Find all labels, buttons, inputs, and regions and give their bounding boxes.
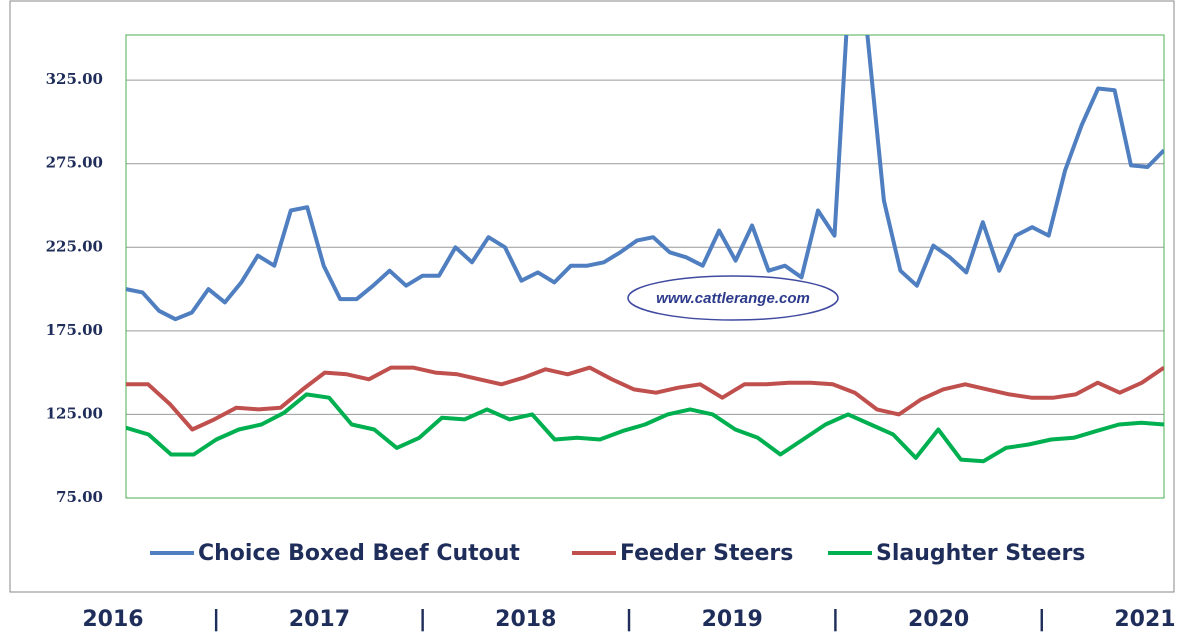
year-label: |	[1038, 607, 1046, 632]
year-label: 2020	[908, 607, 969, 632]
legend-label: Feeder Steers	[620, 541, 793, 566]
series-line	[126, 392, 1164, 464]
year-label: 2017	[289, 607, 350, 632]
year-label: |	[212, 607, 220, 632]
chart-frame	[9, 0, 1175, 593]
year-label: |	[831, 607, 839, 632]
y-tick-label: 225.00	[46, 237, 103, 255]
year-label: |	[419, 607, 427, 632]
year-label: |	[625, 607, 633, 632]
legend-label: Choice Boxed Beef Cutout	[198, 541, 520, 566]
watermark: www.cattlerange.com	[656, 290, 810, 307]
year-label: 2018	[495, 607, 556, 632]
year-label: 2021	[1114, 607, 1175, 632]
y-tick-label: 75.00	[56, 488, 103, 506]
series-line	[126, 35, 1164, 322]
y-tick-label: 125.00	[46, 404, 103, 422]
year-label: 2016	[82, 607, 143, 632]
lines	[126, 35, 1164, 464]
y-tick-label: 175.00	[46, 321, 103, 339]
y-tick-label: 275.00	[46, 154, 103, 172]
series-line	[126, 365, 1164, 432]
legend-label: Slaughter Steers	[876, 541, 1085, 566]
year-label: 2019	[702, 607, 763, 632]
plot-frame	[125, 34, 1165, 499]
watermark-oval	[627, 275, 839, 321]
y-tick-label: 325.00	[46, 70, 103, 88]
